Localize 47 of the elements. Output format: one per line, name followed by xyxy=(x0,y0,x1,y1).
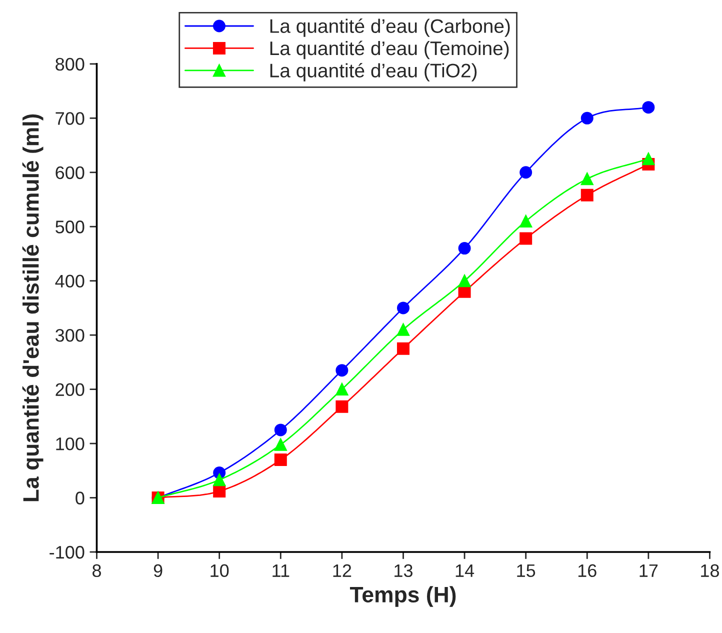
point xyxy=(642,101,655,114)
y-tick-label: 400 xyxy=(55,274,84,288)
y-tick-label: 200 xyxy=(56,383,84,396)
legend-label: La quantité d’eau (Temoine) xyxy=(270,40,509,60)
x-tick-label: 18 xyxy=(701,564,719,578)
point xyxy=(336,364,348,377)
y-axis-title: La quantité d'eau distillé cumulé (ml) xyxy=(22,114,44,502)
legend-label: La quantité d’eau (TiO2) xyxy=(270,62,477,82)
point xyxy=(274,438,287,451)
point xyxy=(520,232,532,245)
point xyxy=(274,454,287,466)
y-tick-label: 700 xyxy=(56,112,84,125)
point xyxy=(213,484,226,498)
y-tick-label: 500 xyxy=(56,220,84,234)
point xyxy=(213,474,226,486)
point xyxy=(458,242,471,255)
x-tick-label: 15 xyxy=(517,564,536,578)
x-tick-label: 13 xyxy=(394,564,412,578)
y-tick-label: -100 xyxy=(50,546,84,559)
point xyxy=(336,400,348,413)
y-tick-label: 300 xyxy=(56,329,84,342)
point xyxy=(642,152,655,166)
point xyxy=(580,188,594,202)
legend-label: La quantité d’eau (Carbone) xyxy=(270,18,510,37)
point xyxy=(580,172,594,186)
x-tick-label: 16 xyxy=(578,564,596,578)
point xyxy=(520,214,532,228)
point xyxy=(580,112,594,124)
point xyxy=(274,424,287,436)
y-tick-label: 800 xyxy=(56,58,84,71)
point xyxy=(458,274,471,288)
point xyxy=(520,166,532,179)
point xyxy=(396,323,410,336)
x-tick-label: 8 xyxy=(92,564,101,578)
y-tick-label: 0 xyxy=(76,492,84,504)
x-tick-label: 14 xyxy=(456,564,474,577)
y-tick-label: 100 xyxy=(56,437,84,450)
x-tick-label: 11 xyxy=(272,564,290,577)
y-tick-label: 600 xyxy=(56,166,84,180)
x-axis-title: Temps (H) xyxy=(350,586,456,607)
x-tick-label: 17 xyxy=(640,564,658,577)
point xyxy=(396,342,410,355)
x-tick-label: 10 xyxy=(210,564,229,578)
x-tick-label: 9 xyxy=(154,564,162,578)
point xyxy=(396,302,410,314)
point xyxy=(336,383,348,396)
x-tick-label: 12 xyxy=(333,564,352,577)
